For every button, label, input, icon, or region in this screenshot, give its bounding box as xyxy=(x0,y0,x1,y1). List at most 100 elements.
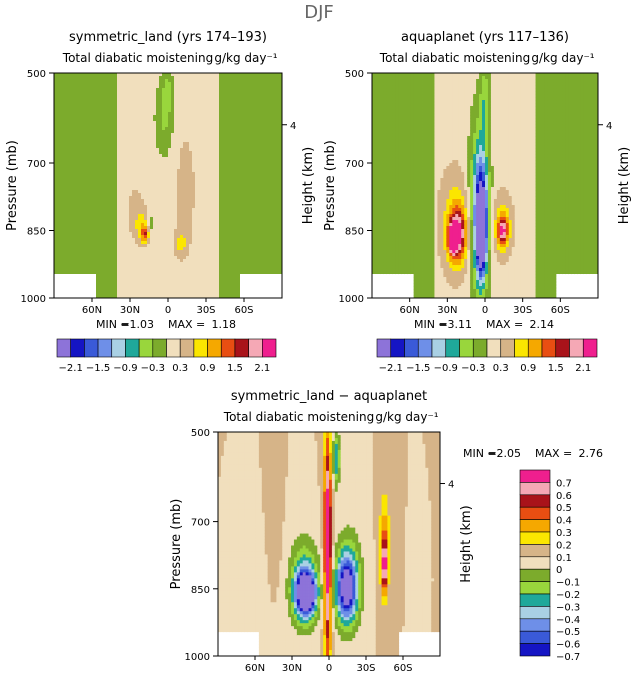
heat-cell xyxy=(162,265,166,269)
heat-cell xyxy=(108,100,112,104)
heat-cell xyxy=(96,196,100,200)
heat-cell xyxy=(60,253,64,257)
heat-cell xyxy=(234,211,238,215)
heat-cell xyxy=(66,256,70,260)
land-mask-cell xyxy=(57,292,61,296)
heat-cell xyxy=(108,160,112,164)
heat-cell xyxy=(69,154,73,158)
heat-cell xyxy=(153,262,157,266)
heat-cell xyxy=(177,76,181,80)
heat-cell xyxy=(210,145,214,149)
land-mask-cell xyxy=(243,280,247,284)
heat-cell xyxy=(198,253,202,257)
heat-cell xyxy=(249,79,253,83)
heat-cell xyxy=(234,265,238,269)
heat-cell xyxy=(216,205,220,209)
heat-cell xyxy=(213,151,217,155)
heat-cell xyxy=(201,82,205,86)
heat-cell xyxy=(219,208,223,212)
heat-cell xyxy=(120,115,124,119)
heat-cell xyxy=(213,286,217,290)
heat-cell xyxy=(174,193,178,197)
heat-cell xyxy=(180,145,184,149)
heat-cell xyxy=(129,151,133,155)
heat-cell xyxy=(204,268,208,272)
heat-cell xyxy=(180,250,184,254)
heat-cell xyxy=(174,214,178,218)
heat-cell xyxy=(123,106,127,110)
heat-cell xyxy=(69,106,73,110)
heat-cell xyxy=(165,85,169,89)
heat-cell xyxy=(186,205,190,209)
heat-cell xyxy=(144,208,148,212)
heat-cell xyxy=(228,175,232,179)
heat-cell xyxy=(99,118,103,122)
heat-cell xyxy=(102,202,106,206)
heat-cell xyxy=(87,121,91,125)
heat-cell xyxy=(174,178,178,182)
heat-cell xyxy=(75,271,79,275)
heat-cell xyxy=(246,100,250,104)
heat-cell xyxy=(120,253,124,257)
heat-cell xyxy=(153,136,157,140)
heat-cell xyxy=(231,106,235,110)
heat-cell xyxy=(96,220,100,224)
heat-cell xyxy=(72,169,76,173)
heat-cell xyxy=(171,115,175,119)
heat-cell xyxy=(69,265,73,269)
heat-cell xyxy=(114,79,118,83)
heat-cell xyxy=(96,73,100,77)
heat-cell xyxy=(144,265,148,269)
heat-cell xyxy=(234,88,238,92)
heat-cell xyxy=(174,202,178,206)
heat-cell xyxy=(81,265,85,269)
heat-cell xyxy=(243,181,247,185)
heat-cell xyxy=(192,181,196,185)
heat-cell xyxy=(186,139,190,143)
heat-cell xyxy=(144,133,148,137)
heat-cell xyxy=(120,202,124,206)
heat-cell xyxy=(78,220,82,224)
heat-cell xyxy=(78,109,82,113)
heat-cell xyxy=(96,274,100,278)
heat-cell xyxy=(69,127,73,131)
heat-cell xyxy=(126,103,130,107)
heat-cell xyxy=(102,247,106,251)
heat-cell xyxy=(57,172,61,176)
heat-cell xyxy=(204,193,208,197)
heat-cell xyxy=(81,214,85,218)
heat-cell xyxy=(57,238,61,242)
heat-cell xyxy=(90,88,94,92)
heat-cell xyxy=(249,106,253,110)
heat-cell xyxy=(207,133,211,137)
heat-cell xyxy=(105,175,109,179)
heat-cell xyxy=(117,88,121,92)
heat-cell xyxy=(60,130,64,134)
heat-cell xyxy=(216,148,220,152)
heat-cell xyxy=(195,82,199,86)
heat-cell xyxy=(210,136,214,140)
heat-cell xyxy=(117,241,121,245)
heat-cell xyxy=(111,118,115,122)
heat-cell xyxy=(219,109,223,113)
heat-cell xyxy=(147,202,151,206)
heat-cell xyxy=(102,163,106,167)
heat-cell xyxy=(63,190,67,194)
heat-cell xyxy=(99,160,103,164)
heat-cell xyxy=(132,235,136,239)
heat-cell xyxy=(138,154,142,158)
heat-cell xyxy=(126,91,130,95)
heat-cell xyxy=(75,85,79,89)
heat-cell xyxy=(147,241,151,245)
heat-cell xyxy=(63,244,67,248)
heat-cell xyxy=(207,124,211,128)
heat-cell xyxy=(159,235,163,239)
heat-cell xyxy=(198,127,202,131)
heat-cell xyxy=(105,241,109,245)
heat-cell xyxy=(138,286,142,290)
heat-cell xyxy=(147,148,151,152)
heat-cell xyxy=(186,238,190,242)
heat-cell xyxy=(240,94,244,98)
heat-cell xyxy=(120,157,124,161)
heat-cell xyxy=(54,109,58,113)
